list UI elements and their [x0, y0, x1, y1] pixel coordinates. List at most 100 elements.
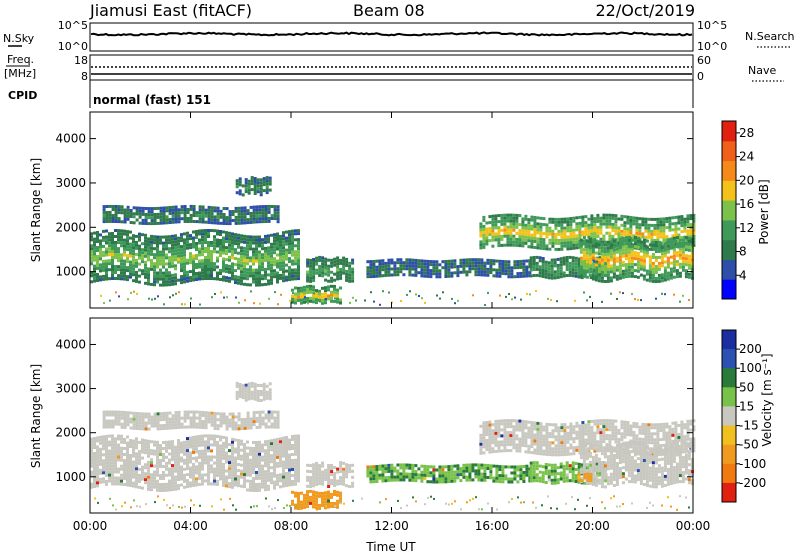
velocity-cell	[297, 504, 300, 507]
power-cell	[516, 266, 520, 270]
power-cell	[315, 256, 319, 260]
power-cell	[222, 219, 226, 222]
velocity-cell	[144, 481, 147, 485]
power-cell	[151, 298, 153, 301]
power-cell	[519, 259, 523, 263]
velocity-cell	[129, 426, 133, 430]
velocity-cell	[189, 422, 193, 426]
power-cell	[462, 270, 466, 274]
power-cell	[237, 239, 240, 243]
power-cell	[629, 228, 633, 231]
velocity-cell	[171, 464, 174, 468]
power-cell	[662, 235, 666, 239]
velocity-cell	[141, 444, 144, 448]
power-cell	[582, 269, 586, 273]
power-cell	[258, 211, 262, 215]
power-cell	[138, 212, 142, 216]
power-cell	[174, 217, 178, 221]
power-cell	[500, 237, 504, 241]
power-cell	[486, 273, 490, 277]
power-cell	[618, 264, 622, 268]
power-cell	[201, 247, 204, 251]
velocity-cell	[261, 422, 265, 426]
power-cell	[641, 223, 645, 227]
velocity-cell	[123, 423, 127, 426]
power-cell	[444, 269, 448, 272]
power-cell	[153, 213, 157, 216]
power-cell	[624, 242, 628, 246]
power-cell	[642, 277, 646, 281]
velocity-cell	[222, 418, 226, 422]
power-cell	[557, 220, 561, 224]
velocity-cell	[222, 450, 225, 454]
power-cell	[438, 272, 442, 276]
power-cell	[253, 192, 257, 195]
power-cell	[252, 235, 255, 239]
velocity-cell	[162, 415, 166, 418]
power-cell	[650, 217, 654, 221]
power-cell	[180, 260, 183, 264]
power-cell	[126, 269, 129, 273]
velocity-cell	[183, 467, 186, 471]
power-cell	[589, 276, 593, 280]
velocity-cell	[516, 468, 520, 472]
power-cell	[533, 222, 537, 225]
velocity-cell	[318, 491, 321, 495]
power-cell	[644, 217, 648, 221]
velocity-cell	[306, 463, 310, 467]
power-cell	[207, 271, 210, 274]
velocity-cell	[174, 469, 177, 473]
power-cell	[207, 241, 210, 244]
power-cell	[447, 274, 451, 278]
power-cell	[651, 273, 655, 277]
power-cell	[324, 272, 328, 276]
velocity-cell	[93, 443, 96, 446]
velocity-cell	[141, 456, 144, 460]
power-cell	[686, 214, 690, 218]
power-cell	[228, 240, 231, 244]
power-cell	[168, 256, 171, 260]
power-cell	[653, 232, 657, 236]
velocity-cell	[90, 464, 93, 468]
power-cell	[183, 205, 187, 208]
velocity-cell	[444, 477, 448, 481]
velocity-cell	[216, 470, 219, 474]
velocity-cell	[252, 477, 255, 480]
power-cell	[219, 209, 223, 213]
power-cell	[606, 243, 610, 247]
velocity-cell	[231, 449, 234, 453]
power-cell	[183, 253, 186, 257]
velocity-cell	[462, 472, 466, 476]
power-cell	[327, 258, 331, 262]
power-cell	[114, 241, 117, 244]
velocity-cell	[513, 471, 517, 475]
velocity-cell	[105, 458, 108, 462]
velocity-cell	[126, 450, 129, 454]
power-cell	[138, 206, 142, 210]
velocity-cell	[267, 425, 271, 429]
power-cell	[204, 241, 207, 244]
power-cell	[453, 271, 457, 275]
velocity-cell	[339, 494, 342, 498]
power-cell	[566, 229, 570, 233]
power-cell	[189, 237, 192, 241]
power-cell	[541, 257, 545, 260]
power-cell	[579, 250, 583, 254]
power-cell	[100, 294, 102, 297]
power-cell	[533, 228, 537, 231]
power-cell	[195, 272, 198, 275]
power-cell	[642, 241, 646, 245]
power-cell	[253, 177, 257, 180]
power-cell	[612, 275, 616, 279]
power-cell	[219, 278, 222, 281]
power-cell	[456, 265, 460, 269]
velocity-cell	[282, 439, 285, 443]
power-cell	[603, 256, 607, 259]
power-cell	[222, 242, 225, 246]
velocity-cell	[210, 464, 213, 468]
velocity-cell	[282, 445, 285, 449]
power-cell	[273, 245, 276, 249]
power-cell	[183, 250, 186, 254]
velocity-cell	[177, 454, 180, 458]
power-cell	[129, 221, 133, 224]
